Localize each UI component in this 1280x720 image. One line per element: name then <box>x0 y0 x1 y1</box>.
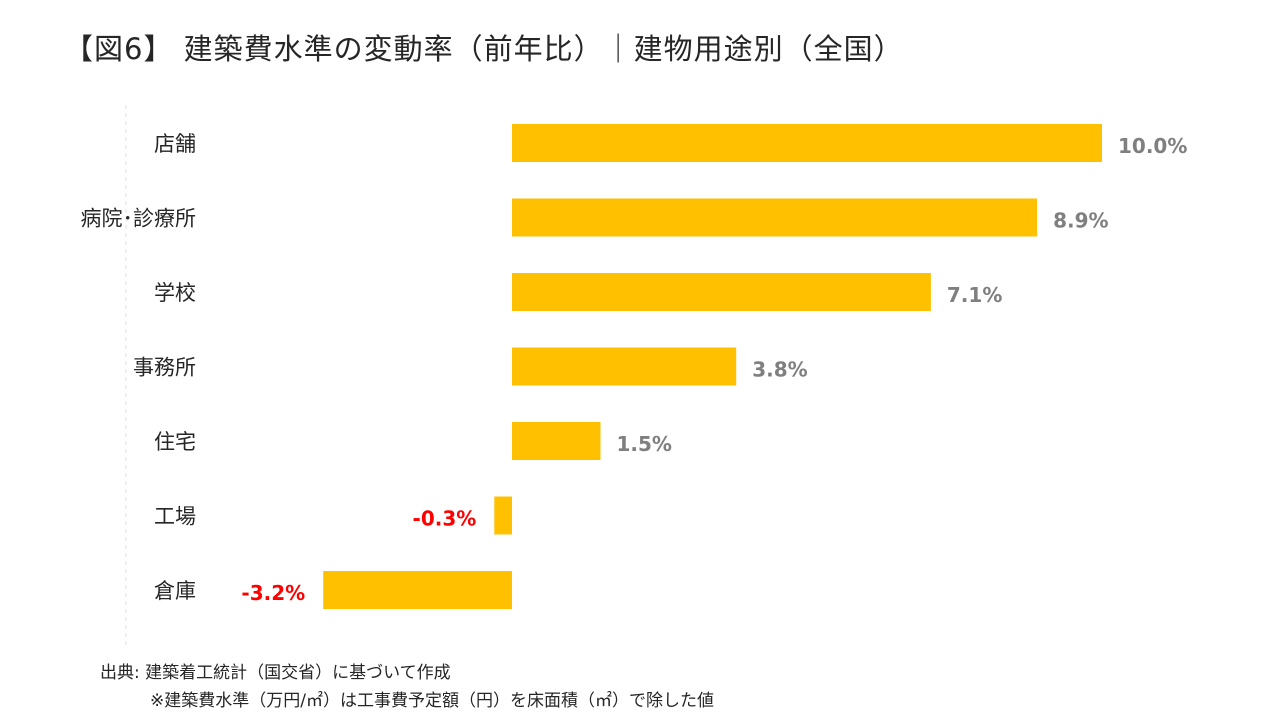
bar <box>512 422 601 460</box>
category-label: 住宅 <box>154 430 196 454</box>
category-label: 事務所 <box>133 356 196 380</box>
category-label: 病院･診療所 <box>81 207 197 231</box>
category-label: 学校 <box>154 281 196 305</box>
bar <box>323 571 512 609</box>
bar <box>512 273 931 311</box>
data-label: 1.5% <box>617 432 672 456</box>
footnote: ※建築費水準（万円/㎡）は工事費予定額（円）を床面積（㎡）で除した値 <box>150 691 714 711</box>
bar <box>512 198 1038 237</box>
data-label: 8.9% <box>1053 209 1108 233</box>
category-label: 倉庫 <box>154 579 196 603</box>
bars <box>323 124 1102 609</box>
bar <box>512 347 737 386</box>
category-label: 工場 <box>154 505 196 529</box>
data-label: -0.3% <box>413 507 477 531</box>
data-label: 7.1% <box>947 283 1002 307</box>
data-label: 3.8% <box>752 358 807 382</box>
value-labels: 10.0% 8.9% 7.1% 3.8% 1.5% -0.3% -3.2% <box>241 134 1187 605</box>
chart-title: 【図6】 建築費水準の変動率（前年比）｜建物用途別（全国） <box>64 32 904 66</box>
category-label: 店舗 <box>154 132 196 156</box>
data-label: -3.2% <box>241 581 305 605</box>
bar <box>494 496 512 535</box>
source-note: 出典: 建築着工統計（国交省）に基づいて作成 <box>100 663 451 683</box>
bar <box>512 124 1102 162</box>
data-label: 10.0% <box>1118 134 1187 158</box>
